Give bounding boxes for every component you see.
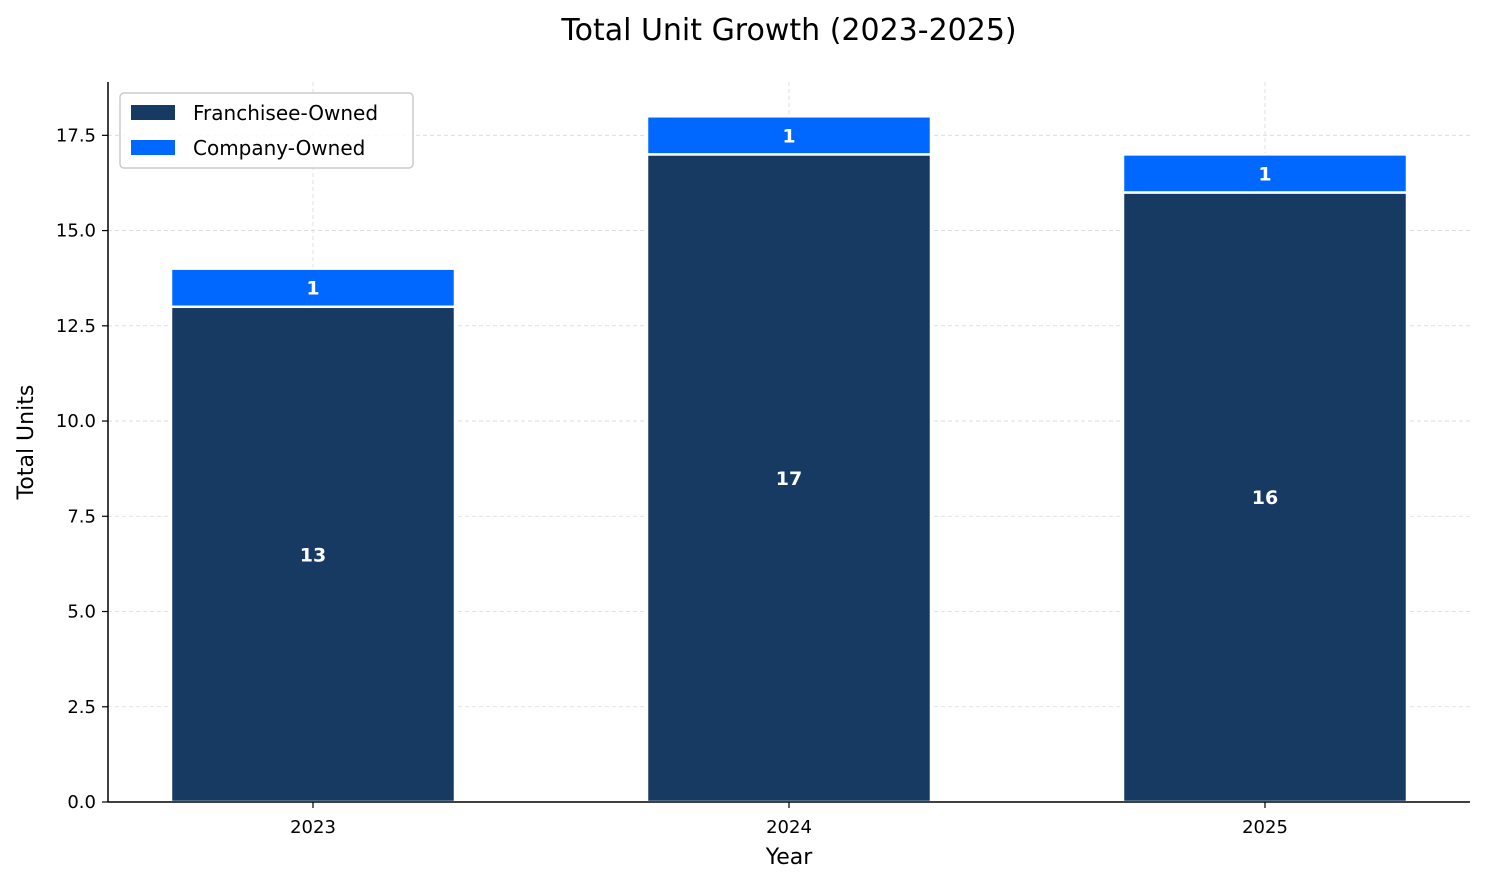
legend-label-franchisee: Franchisee-Owned: [193, 101, 378, 125]
y-tick-label: 0.0: [67, 792, 96, 813]
bars: [169, 115, 1409, 804]
y-axis-label: Total Units: [14, 385, 39, 501]
y-tick-label: 17.5: [56, 125, 96, 146]
data-labels: 13 1 17 1 16 1: [300, 125, 1278, 566]
x-tick-label: 2025: [1242, 817, 1288, 838]
bar-company-2023: [169, 267, 457, 309]
bar-company-2025: [1121, 153, 1409, 194]
x-tick-label: 2024: [766, 817, 812, 838]
data-label-company-2025: 1: [1258, 163, 1271, 185]
data-label-company-2023: 1: [306, 278, 319, 300]
legend-swatch-franchisee: [131, 105, 175, 120]
legend-label-company: Company-Owned: [193, 136, 365, 160]
legend-box: [119, 92, 414, 169]
data-label-franchisee-2024: 17: [776, 468, 802, 490]
legend: Franchisee-Owned Company-Owned: [119, 92, 414, 169]
bar-company-2024: [645, 115, 933, 156]
legend-swatch-company: [131, 140, 175, 155]
data-label-franchisee-2025: 16: [1252, 487, 1278, 509]
y-tick-label: 15.0: [56, 221, 96, 242]
ticks: 0.0 2.5 5.0 7.5 10.0 12.5 15.0 17.5 2023 2024 2025: [56, 125, 1288, 838]
data-label-franchisee-2023: 13: [300, 544, 326, 566]
x-axis-label: Year: [765, 845, 814, 870]
x-tick-label: 2023: [290, 817, 336, 838]
y-tick-label: 12.5: [56, 316, 96, 337]
y-tick-label: 5.0: [67, 602, 96, 623]
y-tick-label: 2.5: [67, 697, 96, 718]
bar-franchisee-2023: [169, 305, 457, 804]
y-tick-label: 7.5: [67, 506, 96, 527]
y-tick-label: 10.0: [56, 411, 96, 432]
chart-title: Total Unit Growth (2023-2025): [560, 13, 1016, 48]
data-label-company-2024: 1: [782, 125, 795, 147]
